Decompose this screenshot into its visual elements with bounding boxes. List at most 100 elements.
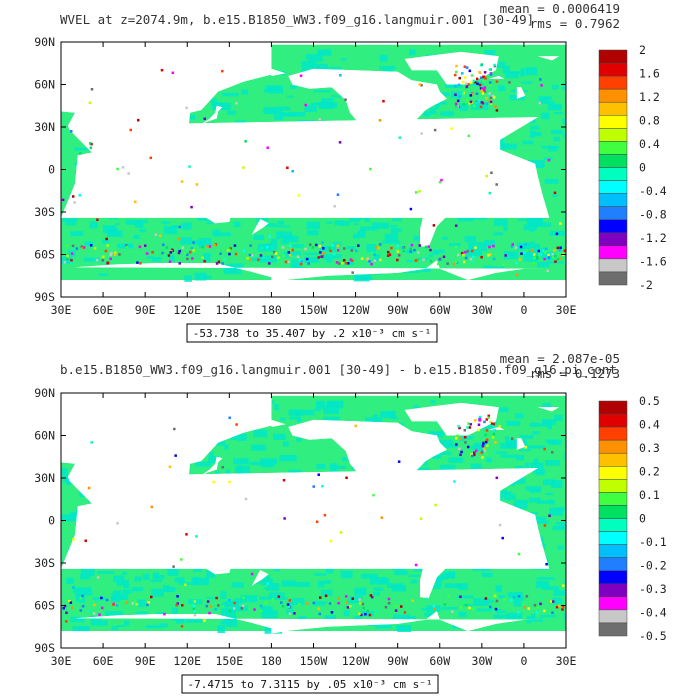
ocean-patch [133,234,140,239]
speckle [459,595,462,598]
speckle [461,80,465,84]
speckle [468,69,472,73]
speckle [317,473,320,476]
speckle [105,598,109,602]
speckle [350,259,354,263]
speckle [482,442,485,445]
speckle [183,252,187,255]
speckle [228,252,231,256]
ocean-patch [530,125,540,130]
ocean-patch [84,241,93,246]
speckle [420,84,423,87]
ocean-patch [220,611,236,620]
speckle [192,607,195,611]
bottom-map [61,393,566,648]
ocean-patch [364,216,370,223]
speckle [494,441,497,444]
colorbar-swatch [598,400,628,415]
ocean-patch [436,101,447,105]
ocean-patch [415,467,430,472]
speckle [358,612,361,615]
speckle [454,102,458,106]
ocean-patch [296,416,301,423]
speckle [221,466,224,469]
speckle [93,603,96,607]
ocean-patch [557,545,564,550]
speckle [208,245,212,248]
speckle [110,251,113,255]
speckle [478,452,482,455]
speckle [322,251,325,255]
ocean-patch [542,479,555,486]
ocean-patch [202,255,211,262]
ocean-patch [307,229,319,236]
speckle [106,261,110,265]
colorbar-label: -0.1 [639,535,667,549]
speckle [317,607,320,611]
ocean-patch [225,469,231,475]
speckle [283,517,286,520]
ocean-patch [519,435,534,439]
speckle [299,262,303,266]
speckle [472,79,476,83]
ocean-patch [316,101,324,106]
ocean-patch [519,448,531,452]
ocean-patch [435,439,453,445]
ocean-patch [181,222,192,230]
ocean-patch [463,604,473,607]
speckle [463,65,467,68]
bottom-panel-mean: mean = 2.087e-05 [500,351,620,366]
speckle [462,260,466,264]
colorbar-swatch [598,505,628,519]
colorbar-swatch [598,141,628,155]
land-mask [80,187,90,205]
speckle [467,83,470,86]
speckle [552,255,555,259]
ocean-patch [513,501,528,510]
ocean-patch [457,583,468,590]
ocean-patch [347,599,359,604]
speckle [525,595,529,598]
land-mask [201,105,223,125]
speckle [266,146,269,149]
speckle [186,257,189,261]
speckle [317,256,320,259]
ocean-patch [413,565,423,572]
land-mask [516,438,526,450]
colorbar-label: 0 [639,161,646,175]
speckle [414,563,418,567]
ocean-patch [532,431,540,435]
ocean-patch [306,221,320,229]
ocean-patch [466,249,482,257]
speckle [463,435,467,439]
ocean-patch [423,113,431,117]
speckle [557,604,561,608]
speckle [387,601,391,605]
speckle [386,250,390,254]
speckle [61,198,65,202]
ocean-patch [231,582,244,588]
ocean-patch [386,411,394,417]
land-mask [488,76,505,79]
ocean-patch [80,568,95,576]
bottom-contour-info: -7.4715 to 7.3115 by .05 x10⁻³ cm s⁻¹ [187,678,432,691]
ocean-patch [426,605,441,612]
speckle [482,447,486,450]
speckle [553,254,557,258]
speckle [96,218,99,221]
speckle [514,246,518,249]
ocean-patch [322,254,334,260]
colorbar-swatch [598,219,628,234]
ocean-patch [316,463,326,470]
speckle [489,102,493,105]
ocean-patch [125,219,143,225]
ocean-patch [116,624,126,627]
speckle [454,436,458,440]
ocean-patch [536,222,552,227]
ocean-patch [304,257,319,263]
speckle [311,246,315,249]
speckle [180,558,183,561]
ocean-patch [515,477,526,485]
ocean-patch [496,610,507,614]
ocean-patch [118,244,132,247]
